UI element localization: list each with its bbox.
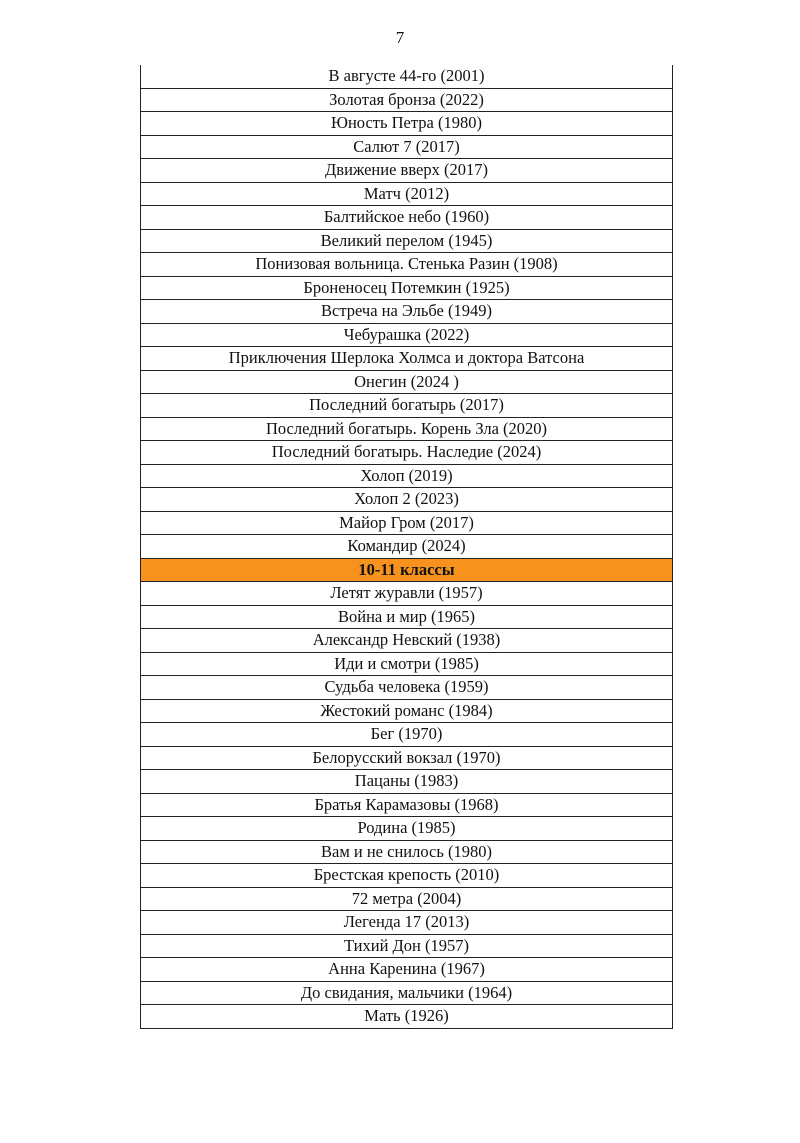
table-row: Брестская крепость (2010): [140, 863, 673, 888]
table-row: Родина (1985): [140, 816, 673, 841]
table-row: Встреча на Эльбе (1949): [140, 299, 673, 324]
table-row: Бег (1970): [140, 722, 673, 747]
table-row: Великий перелом (1945): [140, 228, 673, 253]
film-title-cell: Брестская крепость (2010): [140, 863, 673, 888]
film-title-cell: Судьба человека (1959): [140, 675, 673, 700]
page-number: 7: [395, 28, 405, 47]
film-list-table: В августе 44-го (2001) Золотая бронза (20…: [140, 65, 673, 1029]
table-row: Последний богатырь. Наследие (2024): [140, 440, 673, 465]
film-title-cell: Золотая бронза (2022): [140, 87, 673, 112]
table-row: Судьба человека (1959): [140, 675, 673, 700]
table-row: Тихий Дон (1957): [140, 933, 673, 958]
film-title-cell: Жестокий романс (1984): [140, 698, 673, 723]
film-title-cell: Приключения Шерлока Холмса и доктора Ват…: [140, 346, 673, 371]
film-title-cell: Тихий Дон (1957): [140, 933, 673, 958]
table-row: Салют 7 (2017): [140, 134, 673, 159]
table-row: 72 метра (2004): [140, 886, 673, 911]
table-row: Летят журавли (1957): [140, 581, 673, 606]
film-title-cell: Последний богатырь (2017): [140, 393, 673, 418]
table-row: Золотая бронза (2022): [140, 87, 673, 112]
film-title-cell: Мать (1926): [140, 1004, 673, 1029]
film-title-cell: Движение вверх (2017): [140, 158, 673, 183]
film-title-cell: Холоп 2 (2023): [140, 487, 673, 512]
table-row: Броненосец Потемкин (1925): [140, 275, 673, 300]
film-title-cell: Юность Петра (1980): [140, 111, 673, 136]
table-row: Мать (1926): [140, 1004, 673, 1029]
film-title-cell: Встреча на Эльбе (1949): [140, 299, 673, 324]
table-row: До свидания, мальчики (1964): [140, 980, 673, 1005]
film-title-cell: Анна Каренина (1967): [140, 957, 673, 982]
film-title-cell: Онегин (2024 ): [140, 369, 673, 394]
table-row: Анна Каренина (1967): [140, 957, 673, 982]
table-row: Война и мир (1965): [140, 604, 673, 629]
film-title-cell: Матч (2012): [140, 181, 673, 206]
table-row: Последний богатырь. Корень Зла (2020): [140, 416, 673, 441]
film-title-cell: Пацаны (1983): [140, 769, 673, 794]
film-title-cell: Родина (1985): [140, 816, 673, 841]
table-row: Александр Невский (1938): [140, 628, 673, 653]
film-title-cell: Александр Невский (1938): [140, 628, 673, 653]
film-title-cell: Вам и не снилось (1980): [140, 839, 673, 864]
table-row: Холоп 2 (2023): [140, 487, 673, 512]
film-title-cell: Последний богатырь. Корень Зла (2020): [140, 416, 673, 441]
film-title-cell: Холоп (2019): [140, 463, 673, 488]
film-title-cell: Броненосец Потемкин (1925): [140, 275, 673, 300]
table-row: Вам и не снилось (1980): [140, 839, 673, 864]
table-row: Майор Гром (2017): [140, 510, 673, 535]
film-title-cell: Майор Гром (2017): [140, 510, 673, 535]
table-row: Чебурашка (2022): [140, 322, 673, 347]
table-row: Приключения Шерлока Холмса и доктора Ват…: [140, 346, 673, 371]
film-title-cell: Салют 7 (2017): [140, 134, 673, 159]
table-row: Иди и смотри (1985): [140, 651, 673, 676]
table-row: Пацаны (1983): [140, 769, 673, 794]
table-row: Холоп (2019): [140, 463, 673, 488]
table-row: Белорусский вокзал (1970): [140, 745, 673, 770]
table-row: Балтийское небо (1960): [140, 205, 673, 230]
film-title-cell: Бег (1970): [140, 722, 673, 747]
table-row: Командир (2024): [140, 534, 673, 559]
table-row: Жестокий романс (1984): [140, 698, 673, 723]
table-row: Последний богатырь (2017): [140, 393, 673, 418]
table-row: Юность Петра (1980): [140, 111, 673, 136]
film-title-cell: Великий перелом (1945): [140, 228, 673, 253]
film-title-cell: Белорусский вокзал (1970): [140, 745, 673, 770]
film-title-cell: Последний богатырь. Наследие (2024): [140, 440, 673, 465]
table-row: Матч (2012): [140, 181, 673, 206]
film-title-cell: Легенда 17 (2013): [140, 910, 673, 935]
film-title-cell: 72 метра (2004): [140, 886, 673, 911]
table-row: Движение вверх (2017): [140, 158, 673, 183]
film-title-cell: Понизовая вольница. Стенька Разин (1908): [140, 252, 673, 277]
table-row: Понизовая вольница. Стенька Разин (1908): [140, 252, 673, 277]
table-row: В августе 44-го (2001): [140, 65, 673, 89]
film-title-cell: Иди и смотри (1985): [140, 651, 673, 676]
film-title-cell: Балтийское небо (1960): [140, 205, 673, 230]
table-row: Онегин (2024 ): [140, 369, 673, 394]
section-header-cell: 10-11 классы: [140, 557, 673, 582]
film-title-cell: До свидания, мальчики (1964): [140, 980, 673, 1005]
table-row: Легенда 17 (2013): [140, 910, 673, 935]
film-title-cell: Летят журавли (1957): [140, 581, 673, 606]
table-row: Братья Карамазовы (1968): [140, 792, 673, 817]
film-title-cell: Чебурашка (2022): [140, 322, 673, 347]
film-title-cell: Война и мир (1965): [140, 604, 673, 629]
film-title-cell: В августе 44-го (2001): [140, 65, 673, 89]
section-header-row: 10-11 классы: [140, 557, 673, 582]
film-title-cell: Командир (2024): [140, 534, 673, 559]
film-title-cell: Братья Карамазовы (1968): [140, 792, 673, 817]
